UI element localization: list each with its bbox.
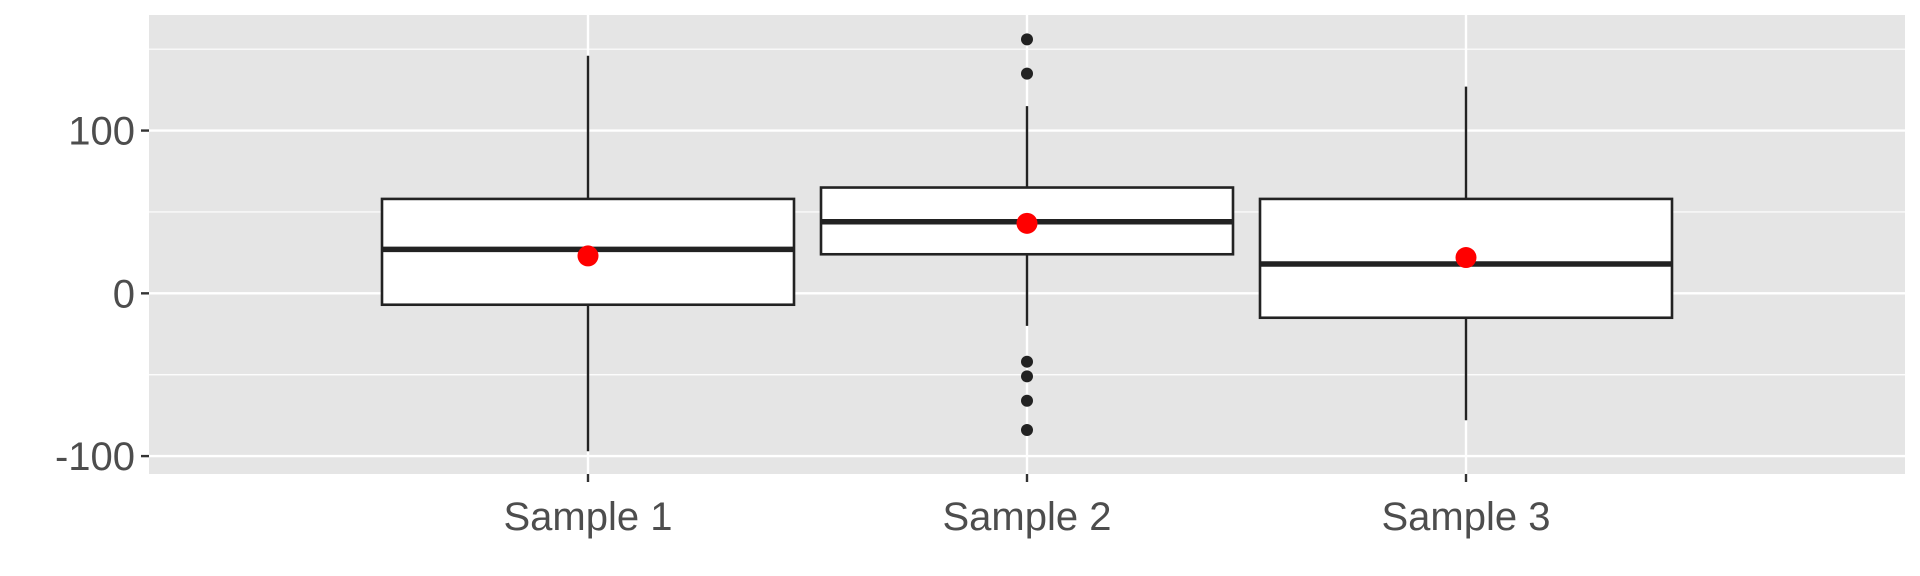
outlier-point bbox=[1021, 67, 1033, 80]
x-tick-label: Sample 1 bbox=[504, 495, 673, 539]
x-tick-label: Sample 2 bbox=[943, 495, 1112, 539]
box-3 bbox=[1258, 86, 1674, 421]
y-tick-label: 100 bbox=[68, 110, 135, 154]
x-tick-label: Sample 3 bbox=[1382, 495, 1551, 539]
mean-point bbox=[1455, 247, 1477, 269]
outlier-point bbox=[1021, 33, 1033, 46]
outlier-point bbox=[1021, 355, 1033, 368]
boxes-layer bbox=[380, 33, 1674, 452]
box-1 bbox=[380, 55, 796, 452]
outlier-point bbox=[1021, 370, 1033, 383]
box-2 bbox=[819, 33, 1235, 437]
axes-layer: -100 0 100 Sample 1 Sample 2 Sample 3 bbox=[55, 110, 1551, 539]
y-tick-label: -100 bbox=[55, 435, 135, 479]
outlier-point bbox=[1021, 424, 1033, 437]
mean-point bbox=[577, 245, 599, 267]
outlier-point bbox=[1021, 394, 1033, 407]
y-tick-label: 0 bbox=[113, 272, 135, 316]
mean-point bbox=[1016, 212, 1038, 234]
